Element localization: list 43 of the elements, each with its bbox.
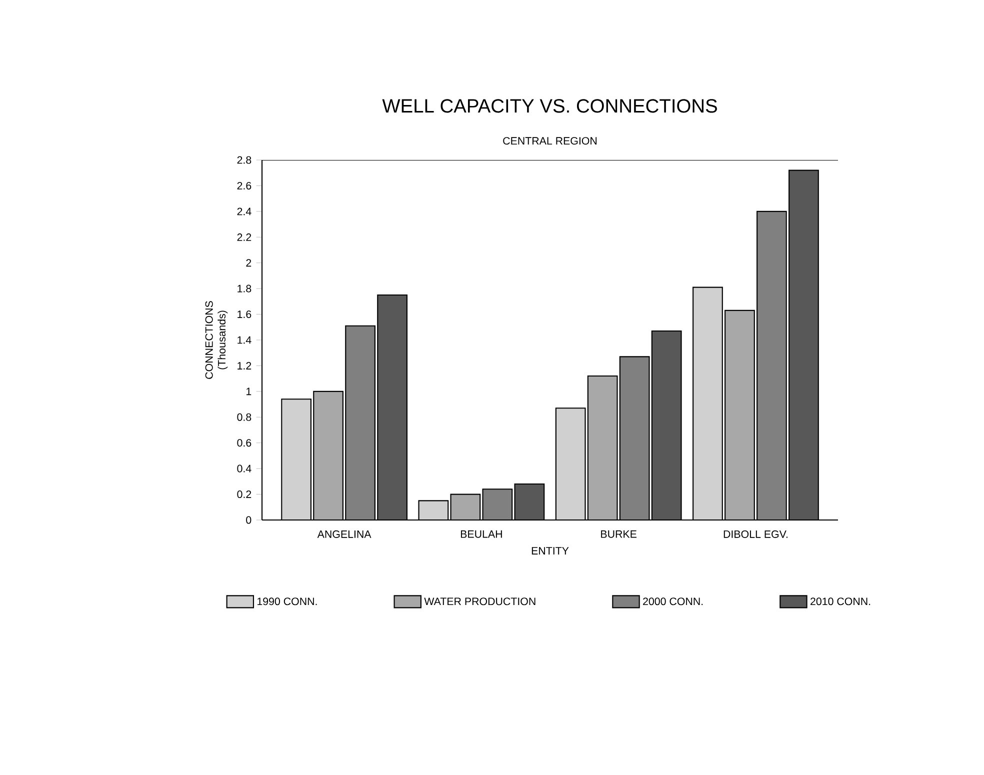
bar <box>378 294 407 520</box>
bar <box>620 356 650 520</box>
bar <box>346 326 375 520</box>
y-axis-title: CONNECTIONS (Thousands) <box>205 301 228 379</box>
bar <box>418 500 448 520</box>
y-tick-label: 1.4 <box>238 336 252 344</box>
x-tick-label: BURKE <box>601 530 636 538</box>
bar <box>652 331 682 520</box>
x-tick-label: ANGELINA <box>317 530 372 538</box>
y-tick-label: 2 <box>246 259 252 267</box>
x-tick-label: BEULAH <box>460 530 502 538</box>
y-tick-label: 1.6 <box>238 310 252 318</box>
bar <box>282 399 311 520</box>
y-tick-label: 1.8 <box>238 284 252 292</box>
bar <box>756 210 787 520</box>
y-tick-label: 1 <box>246 388 252 396</box>
bar <box>724 310 755 520</box>
legend-label: 2010 CONN. <box>810 598 870 606</box>
bar <box>482 489 512 520</box>
legend-label: 1990 CONN. <box>257 598 317 606</box>
y-tick-label: 0.6 <box>237 439 252 447</box>
y-tick-label: 1.2 <box>238 362 252 370</box>
chart-title: WELL CAPACITY VS. CONNECTIONS <box>382 99 717 113</box>
chart-subtitle: CENTRAL REGION <box>503 137 597 145</box>
bar <box>692 286 723 520</box>
y-tick-label: 2.8 <box>237 156 252 164</box>
y-tick-label: 0.4 <box>237 464 252 472</box>
bar <box>556 408 586 520</box>
y-tick-label: 0.2 <box>237 490 252 498</box>
y-tick-label: 0 <box>246 516 252 524</box>
x-tick-label: DIBOLL EGV. <box>724 530 788 538</box>
y-tick-label: 2.2 <box>237 233 252 241</box>
y-tick-label: 0.8 <box>237 413 252 421</box>
bar <box>514 484 544 520</box>
y-tick-label: 2.6 <box>237 182 252 190</box>
x-axis-title: ENTITY <box>532 547 569 554</box>
legend-label: WATER PRODUCTION <box>424 598 536 606</box>
bar <box>314 391 343 520</box>
bar <box>788 170 819 520</box>
bar <box>588 376 618 520</box>
legend-label: 2000 CONN. <box>643 598 703 606</box>
bar <box>450 494 480 520</box>
y-tick-label: 2.4 <box>237 208 252 216</box>
